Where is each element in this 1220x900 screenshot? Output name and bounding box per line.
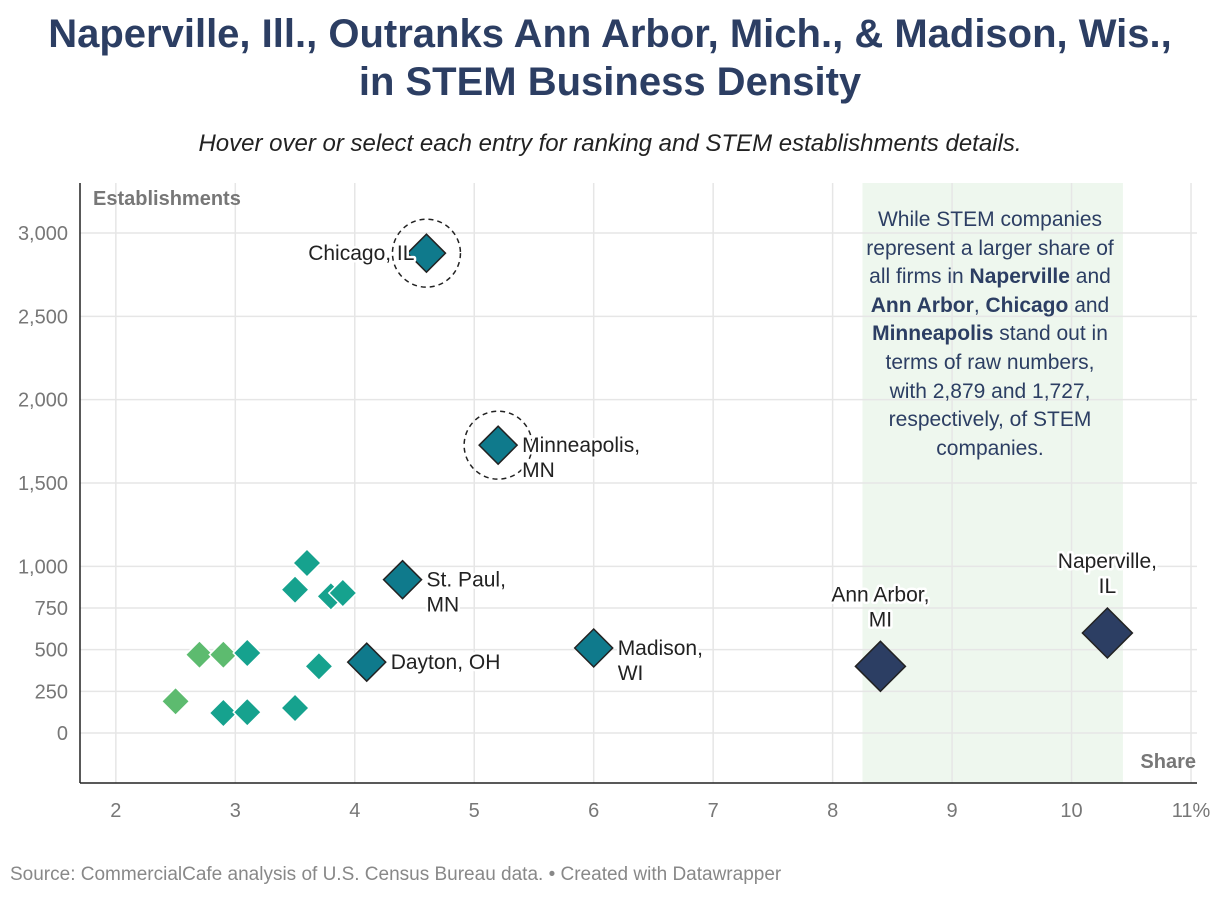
- x-axis-title: Share: [1140, 751, 1196, 773]
- highlight-ring: [463, 410, 533, 480]
- point-label: MN: [427, 594, 460, 617]
- data-point: [303, 651, 334, 682]
- data-point: [279, 574, 311, 605]
- data-point: [208, 639, 239, 670]
- x-tick-label: 11%: [1172, 800, 1211, 822]
- data-point-naperville: [1081, 606, 1134, 660]
- point-label: Madison,: [618, 637, 703, 660]
- data-point-ann-arbor: [854, 640, 907, 693]
- data-point: [291, 547, 323, 579]
- annotation-text-4: and: [1074, 293, 1110, 317]
- x-tick-label: 2: [110, 800, 121, 822]
- y-tick-label: 250: [35, 681, 68, 703]
- point-label: St. Paul,: [427, 569, 506, 592]
- point-label: MI: [869, 608, 892, 631]
- chart-title-line-1: Naperville, Ill., Outranks Ann Arbor, Mi…: [48, 12, 1172, 56]
- data-point-minneapolis: [478, 425, 519, 466]
- source-footer: Source: CommercialCafe analysis of U.S. …: [10, 864, 782, 885]
- data-point-madison: [573, 627, 614, 669]
- y-tick-label: 750: [35, 598, 68, 620]
- data-point: [160, 686, 191, 717]
- data-point-chicago-il: [406, 233, 447, 274]
- chart-title: Naperville, Ill., Outranks Ann Arbor, Mi…: [0, 10, 1220, 106]
- x-tick-label: 8: [827, 800, 838, 822]
- data-point: [232, 637, 263, 669]
- data-point: [327, 577, 358, 609]
- annotation-text-1: While STEM companies represent a larger …: [866, 208, 1114, 289]
- point-label: Naperville,: [1058, 550, 1157, 573]
- y-tick-label: 3,000: [18, 223, 68, 245]
- y-tick-label: 1,500: [18, 473, 68, 495]
- data-point: [208, 697, 239, 729]
- chart-title-line-2: in STEM Business Density: [358, 60, 862, 104]
- annotation-bold-chicago: Chicago: [985, 293, 1069, 317]
- x-tick-label: 7: [708, 800, 719, 822]
- annotation-bold-ann-arbor: Ann Arbor: [870, 293, 974, 317]
- y-tick-label: 0: [57, 723, 68, 745]
- chart-subtitle: Hover over or select each entry for rank…: [198, 130, 1022, 157]
- x-tick-label: 9: [947, 800, 958, 822]
- point-label: MN: [522, 459, 555, 482]
- data-point: [184, 639, 215, 670]
- y-tick-label: 2,500: [18, 306, 68, 328]
- y-tick-label: 1,000: [18, 556, 68, 578]
- annotation-text-3: ,: [973, 293, 980, 317]
- annotation-bold-minneapolis: Minneapolis: [872, 322, 994, 346]
- y-tick-label: 2,000: [18, 390, 68, 412]
- point-label: Dayton, OH: [391, 651, 501, 674]
- data-point: [232, 697, 263, 728]
- point-label: Ann Arbor,: [831, 583, 929, 606]
- data-point-st-paul: [382, 559, 423, 600]
- point-label: WI: [618, 662, 644, 685]
- y-axis-title: Establishments: [93, 188, 241, 210]
- data-point-dayton-oh: [346, 642, 387, 683]
- annotation-text-5: stand out in terms of raw numbers, with …: [885, 322, 1108, 460]
- y-tick-label: 500: [35, 640, 68, 662]
- x-tick-label: 6: [588, 800, 599, 822]
- point-label: Minneapolis,: [522, 434, 640, 457]
- x-tick-label: 3: [230, 800, 241, 822]
- x-tick-label: 4: [349, 800, 360, 822]
- annotation-note: While STEM companies represent a larger …: [864, 206, 1116, 463]
- point-label: Chicago, IL: [308, 242, 414, 265]
- x-tick-label: 10: [1060, 800, 1082, 822]
- x-tick-label: 5: [469, 800, 480, 822]
- data-point: [279, 692, 311, 724]
- annotation-bold-naperville: Naperville: [969, 265, 1070, 289]
- annotation-text-2: and: [1075, 265, 1111, 289]
- point-label: IL: [1099, 575, 1117, 598]
